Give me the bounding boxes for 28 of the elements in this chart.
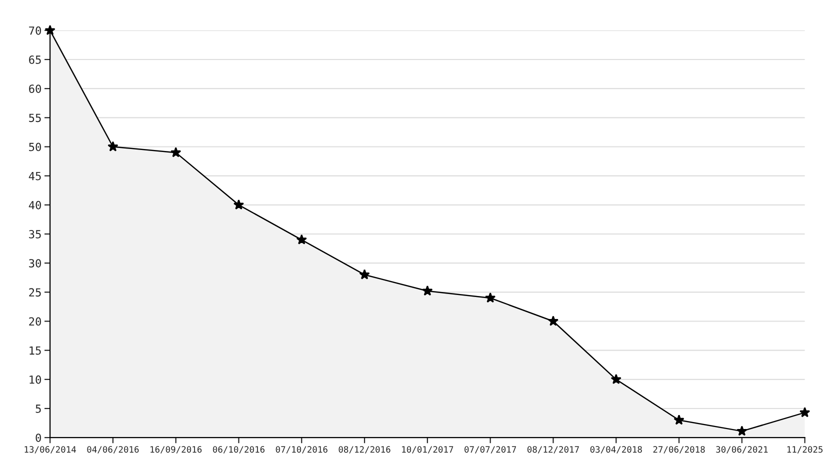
x-tick-label: 10/01/2017	[402, 446, 454, 454]
x-tick-label: 27/06/2018	[653, 446, 705, 454]
y-tick-label: 60	[29, 84, 41, 93]
y-tick-label: 10	[30, 375, 41, 384]
x-tick-label: 08/12/2017	[527, 446, 579, 454]
y-tick-label: 15	[30, 346, 41, 355]
x-tick-label: 07/07/2017	[464, 446, 516, 454]
x-tick-label: 13/06/2014	[24, 446, 76, 454]
y-tick-label: 25	[29, 288, 41, 297]
y-tick-label: 35	[29, 230, 41, 238]
y-tick-label: 45	[28, 172, 41, 180]
x-tick-label: 06/10/2016	[212, 446, 265, 454]
y-tick-label: 30	[29, 259, 41, 268]
x-tick-label: 03/04/2018	[590, 446, 642, 454]
x-tick-label: 30/06/2021	[716, 446, 768, 454]
y-tick-label: 0	[36, 434, 41, 442]
y-tick-label: 65	[29, 56, 41, 64]
x-tick-label: 08/12/2016	[338, 446, 390, 454]
y-tick-label: 70	[29, 26, 41, 35]
y-tick-label: 20	[29, 317, 41, 326]
y-tick-label: 40	[28, 200, 41, 210]
y-tick-label: 55	[29, 114, 41, 122]
x-tick-label: 07/10/2016	[276, 446, 328, 454]
y-tick-label: 5	[36, 404, 41, 413]
x-tick-label: 16/09/2016	[150, 446, 202, 454]
x-tick-label: 11/2025	[787, 446, 823, 454]
y-tick-label: 50	[29, 142, 41, 152]
x-tick-label: 04/06/2016	[87, 446, 139, 454]
